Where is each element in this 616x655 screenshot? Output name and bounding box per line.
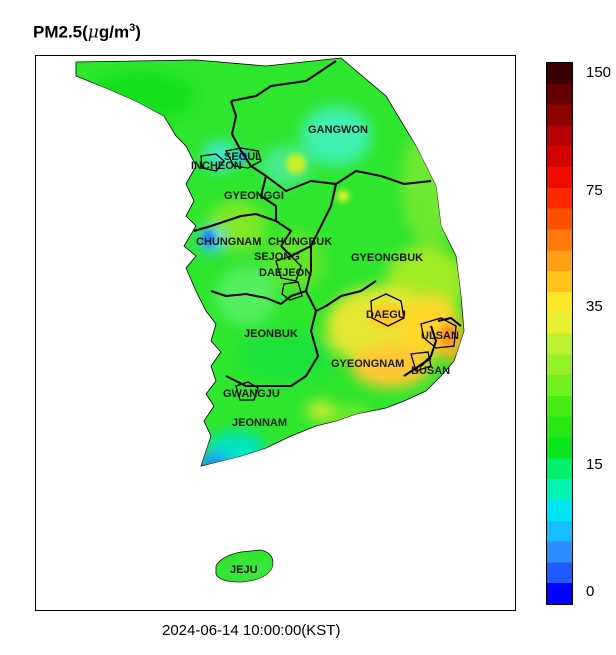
scale-tick-15: 15 <box>586 456 603 473</box>
scale-tick-150: 150 <box>586 64 612 81</box>
scale-tick-35: 35 <box>586 298 603 315</box>
title-mu-symbol: μ <box>87 22 99 43</box>
city-borders <box>200 147 457 401</box>
scale-tick-0: 0 <box>586 583 595 600</box>
label-sejong: SEJONG <box>254 251 300 263</box>
title-prefix: PM2.5( <box>33 22 88 42</box>
label-busan: BUSAN <box>411 365 450 377</box>
korea-map: GANGWON SEOUL INCHEON GYEONGGI CHUNGNAM … <box>75 57 465 583</box>
region-labels: GANGWON SEOUL INCHEON GYEONGGI CHUNGNAM … <box>191 124 459 576</box>
label-incheon: INCHEON <box>191 160 242 172</box>
title-superscript: 3 <box>129 22 136 34</box>
map-title: PM2.5(μg/m3) <box>33 22 141 43</box>
label-daegu: DAEGU <box>366 309 406 321</box>
label-daejeon: DAEJEON <box>259 267 312 279</box>
label-gyeongbuk: GYEONGBUK <box>351 252 423 264</box>
label-gyeonggi: GYEONGGI <box>224 190 284 202</box>
timestamp-label: 2024-06-14 10:00:00(KST) <box>162 622 341 639</box>
label-chungnam: CHUNGNAM <box>196 236 261 248</box>
scale-tick-75: 75 <box>586 182 603 199</box>
map-frame: GANGWON SEOUL INCHEON GYEONGGI CHUNGNAM … <box>35 55 516 611</box>
label-jeonnam: JEONNAM <box>232 417 287 429</box>
label-jeonbuk: JEONBUK <box>244 328 298 340</box>
label-ulsan: ULSAN <box>421 330 459 342</box>
title-unit: g/m <box>98 22 130 42</box>
label-chungbuk: CHUNGBUK <box>268 236 332 248</box>
label-gyeongnam: GYEONGNAM <box>331 358 404 370</box>
label-seoul: SEOUL <box>224 151 262 163</box>
label-gwangju: GWANGJU <box>223 388 280 400</box>
label-jeju: JEJU <box>230 564 258 576</box>
title-suffix: ) <box>135 22 141 42</box>
label-gangwon: GANGWON <box>308 124 368 136</box>
color-scale-bar <box>546 62 573 605</box>
province-borders <box>193 60 462 387</box>
